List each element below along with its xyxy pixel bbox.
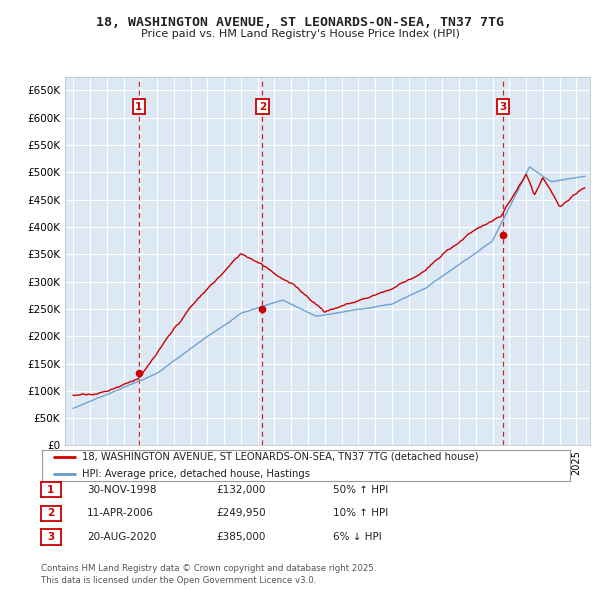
Text: Price paid vs. HM Land Registry's House Price Index (HPI): Price paid vs. HM Land Registry's House … — [140, 29, 460, 38]
Text: 30-NOV-1998: 30-NOV-1998 — [87, 485, 157, 494]
Text: £385,000: £385,000 — [216, 532, 265, 542]
Text: 2: 2 — [259, 101, 266, 112]
Text: 11-APR-2006: 11-APR-2006 — [87, 509, 154, 518]
Text: 18, WASHINGTON AVENUE, ST LEONARDS-ON-SEA, TN37 7TG (detached house): 18, WASHINGTON AVENUE, ST LEONARDS-ON-SE… — [82, 452, 478, 462]
Text: £132,000: £132,000 — [216, 485, 265, 494]
Text: 6% ↓ HPI: 6% ↓ HPI — [333, 532, 382, 542]
Text: 2: 2 — [47, 509, 55, 518]
Text: £249,950: £249,950 — [216, 509, 266, 518]
Text: 50% ↑ HPI: 50% ↑ HPI — [333, 485, 388, 494]
Text: 3: 3 — [500, 101, 507, 112]
Text: HPI: Average price, detached house, Hastings: HPI: Average price, detached house, Hast… — [82, 469, 310, 479]
Text: 1: 1 — [136, 101, 143, 112]
Text: 20-AUG-2020: 20-AUG-2020 — [87, 532, 157, 542]
Text: Contains HM Land Registry data © Crown copyright and database right 2025.
This d: Contains HM Land Registry data © Crown c… — [41, 565, 376, 585]
Text: 3: 3 — [47, 532, 55, 542]
Text: 18, WASHINGTON AVENUE, ST LEONARDS-ON-SEA, TN37 7TG: 18, WASHINGTON AVENUE, ST LEONARDS-ON-SE… — [96, 16, 504, 29]
Text: 10% ↑ HPI: 10% ↑ HPI — [333, 509, 388, 518]
Text: 1: 1 — [47, 485, 55, 494]
